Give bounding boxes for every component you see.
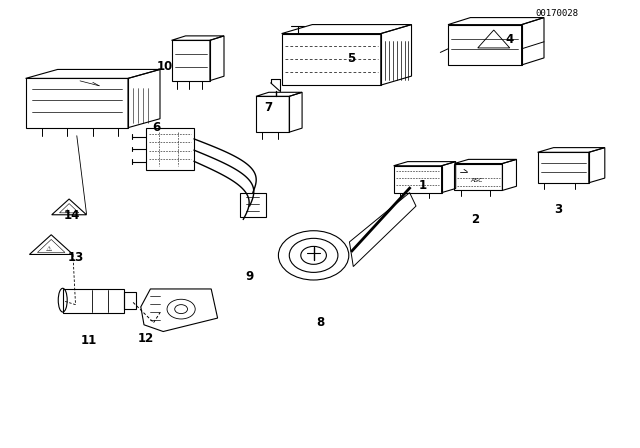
Text: 2: 2 <box>471 213 479 226</box>
Text: ⚠: ⚠ <box>65 208 70 214</box>
Text: 12: 12 <box>138 332 154 345</box>
Text: 4: 4 <box>506 33 513 46</box>
Text: 6: 6 <box>153 121 161 134</box>
Text: ⚠: ⚠ <box>46 246 52 252</box>
Text: 10: 10 <box>157 60 173 73</box>
Text: 5: 5 <box>347 52 355 65</box>
Text: 00170028: 00170028 <box>535 9 579 18</box>
Text: 14: 14 <box>63 208 80 222</box>
Text: 11: 11 <box>80 334 97 347</box>
Text: 13: 13 <box>67 251 84 264</box>
Text: ASC: ASC <box>470 178 483 183</box>
Text: 9: 9 <box>246 270 253 284</box>
Text: 7: 7 <box>265 101 273 114</box>
Text: 1: 1 <box>419 179 426 193</box>
Text: 3: 3 <box>554 203 562 216</box>
Text: 8: 8 <box>316 316 324 329</box>
